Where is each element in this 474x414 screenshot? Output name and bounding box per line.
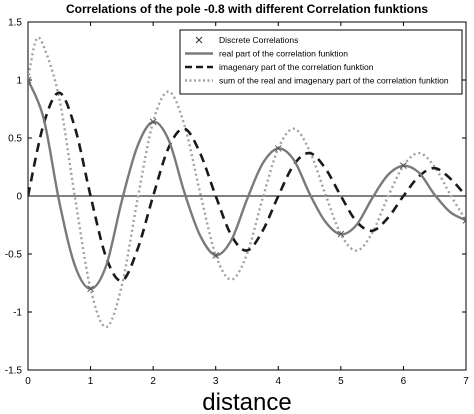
- x-tick-label: 6: [401, 376, 407, 387]
- dashed-series-line: [28, 91, 466, 282]
- discrete-correlation-marker: [274, 145, 282, 152]
- x-tick-label: 5: [338, 376, 344, 387]
- solid-series-line: [28, 79, 466, 291]
- y-tick-label: 0: [16, 192, 22, 203]
- y-tick-label: 1.5: [8, 18, 22, 29]
- legend-label: imagenary part of the correlation funkti…: [219, 62, 374, 72]
- x-axis-label: distance: [202, 389, 291, 414]
- x-tick-label: 0: [25, 376, 31, 387]
- axis-ticks: 0 1 2 3 4 5 6 7 -1.5 -1 -0.5 0 0.5 1 1.5: [5, 18, 469, 388]
- x-tick-label: 4: [276, 376, 282, 387]
- legend-label: real part of the correlation funktion: [219, 49, 348, 59]
- discrete-correlation-marker: [149, 118, 157, 126]
- legend-box: [179, 29, 463, 95]
- discrete-correlation-marker: [337, 230, 345, 238]
- discrete-correlation-marker: [87, 285, 94, 293]
- y-tick-label: -0.5: [5, 250, 23, 261]
- legend: Discrete Correlations real part of the co…: [179, 29, 463, 95]
- x-tick-label: 3: [213, 376, 219, 387]
- legend-marker-swatch: [195, 36, 203, 44]
- x-tick-label: 2: [150, 376, 156, 387]
- x-tick-label: 1: [88, 376, 94, 387]
- dotted-series-line: [28, 36, 466, 329]
- legend-label: sum of the real and imagenary part of th…: [219, 76, 449, 86]
- discrete-correlation-marker: [212, 252, 220, 259]
- y-tick-label: 1: [16, 76, 22, 87]
- series-layer: [28, 36, 466, 329]
- x-tick-label: 7: [463, 376, 469, 387]
- legend-label: Discrete Correlations: [219, 35, 298, 45]
- discrete-correlation-marker: [462, 217, 466, 224]
- y-tick-label: -1.5: [5, 366, 23, 377]
- discrete-correlation-marker: [400, 162, 407, 169]
- discrete-correlation-marker: [28, 76, 32, 84]
- chart-title: Correlations of the pole -0.8 with diffe…: [66, 2, 428, 16]
- y-tick-label: -1: [13, 308, 22, 319]
- y-tick-label: 0.5: [8, 134, 22, 145]
